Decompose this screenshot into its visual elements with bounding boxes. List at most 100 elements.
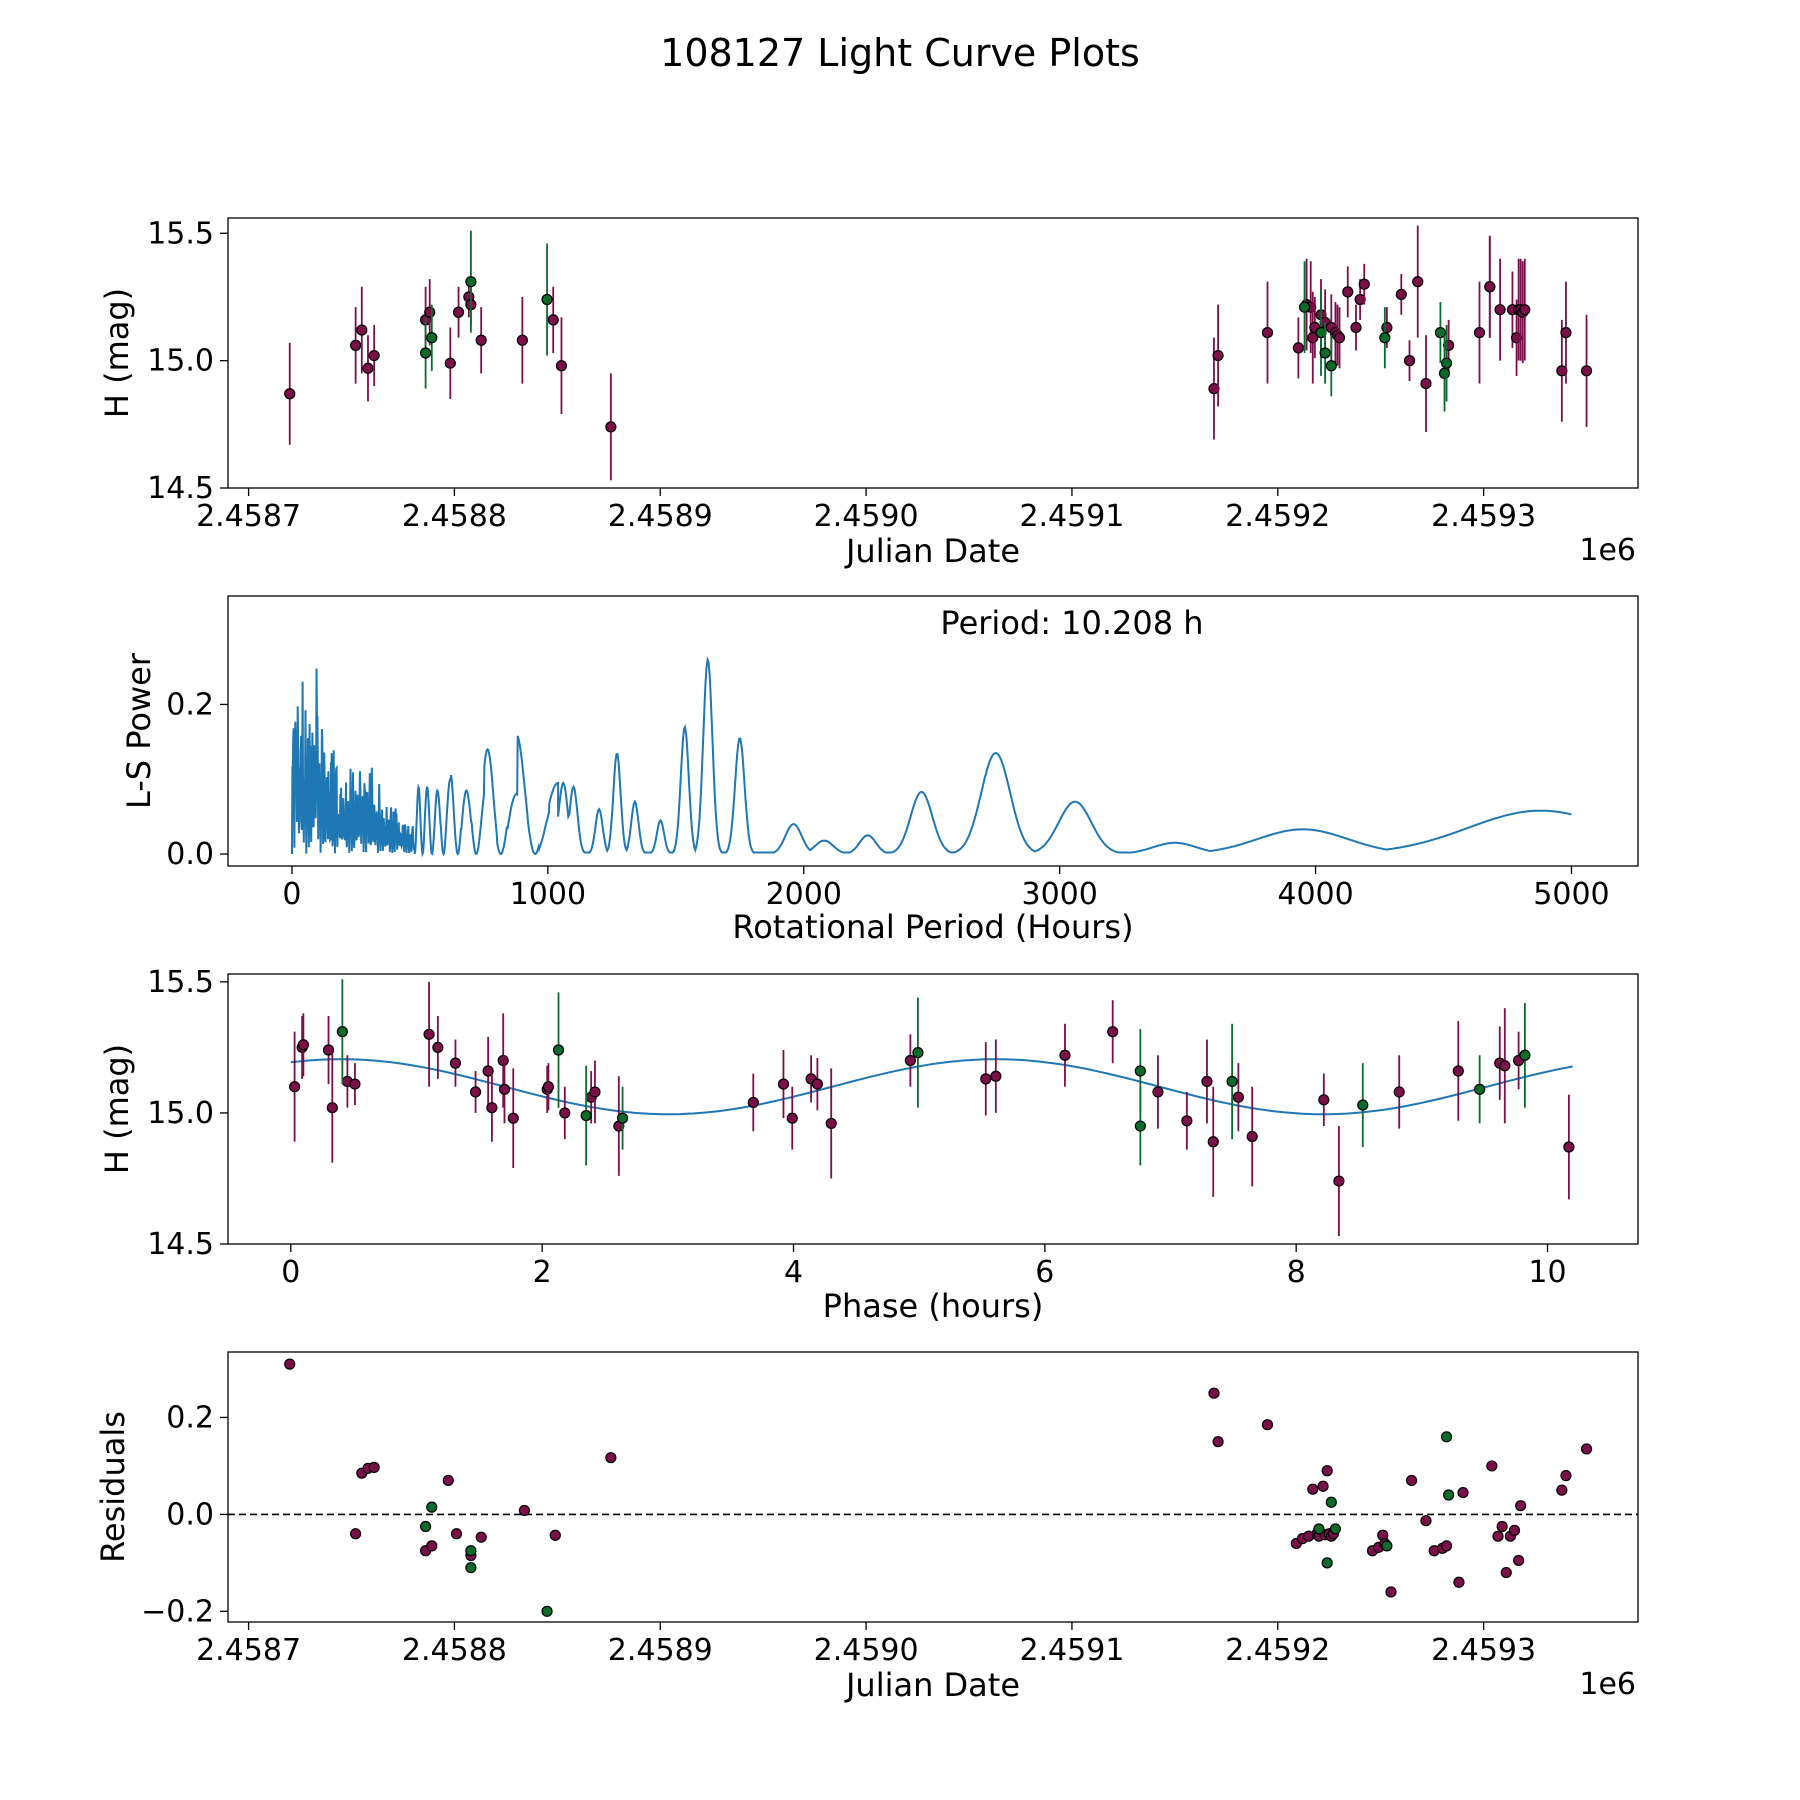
light-curve-point	[555, 360, 568, 372]
residuals-point	[1208, 1387, 1220, 1399]
residuals-point	[368, 1461, 380, 1473]
phase-point	[1519, 1049, 1531, 1061]
phase-point	[786, 1112, 798, 1124]
light-curve-point	[1484, 281, 1496, 293]
phase-point	[1107, 1026, 1119, 1038]
residuals-ytick-label: −0.2	[141, 1594, 214, 1629]
residuals-point	[450, 1528, 463, 1540]
light-curve-point	[452, 306, 465, 318]
light-curve-point	[1379, 332, 1391, 344]
periodogram-axes	[227, 595, 1639, 867]
residuals-point	[1560, 1470, 1572, 1482]
light-curve-point	[516, 334, 528, 346]
light-curve-point	[1342, 286, 1354, 298]
phase-point	[498, 1083, 511, 1095]
light-curve-offset-text: 1e6	[1579, 533, 1636, 568]
light-curve-xtick-label: 2.4589	[608, 499, 713, 534]
residuals-point	[1443, 1489, 1455, 1501]
residuals-point	[1317, 1480, 1329, 1492]
light-curve-point	[1580, 365, 1593, 377]
periodogram-xtick-label: 3000	[1021, 877, 1097, 912]
residuals-point	[1580, 1443, 1593, 1455]
phase-xtick-label: 6	[1035, 1255, 1054, 1290]
phase-point	[825, 1117, 837, 1130]
light-curve-point	[362, 362, 374, 374]
residuals-point	[1307, 1483, 1319, 1495]
residuals-point	[475, 1531, 487, 1543]
residuals-point	[541, 1605, 553, 1617]
phase-point	[449, 1057, 462, 1069]
residuals-point	[1321, 1465, 1333, 1477]
periodogram-line	[291, 656, 1572, 858]
residuals-point	[1385, 1586, 1397, 1598]
residuals-point	[465, 1545, 477, 1557]
light-curve-point	[1261, 327, 1274, 339]
light-curve-point	[1560, 327, 1572, 339]
residuals-point	[465, 1562, 477, 1574]
phase-point	[482, 1065, 494, 1077]
residuals-point	[1440, 1431, 1453, 1443]
phase-point	[326, 1102, 338, 1114]
residuals-point	[605, 1452, 617, 1464]
phase-point	[1393, 1086, 1405, 1098]
phase-point	[497, 1054, 509, 1067]
phase-point	[336, 1026, 348, 1038]
light-curve-ytick-label: 15.5	[147, 216, 214, 251]
phase-point	[432, 1041, 444, 1053]
phase-point	[1059, 1049, 1071, 1061]
periodogram-ytick-label: 0.0	[166, 837, 214, 872]
light-curve-point	[1494, 304, 1506, 316]
residuals-xtick-label: 2.4592	[1225, 1633, 1330, 1668]
residuals-point	[1457, 1486, 1469, 1499]
residuals-xtick-label: 2.4587	[196, 1633, 301, 1668]
light-curve-point	[350, 339, 362, 351]
phase-ytick-label: 15.0	[147, 1096, 214, 1131]
phase-point	[990, 1070, 1002, 1082]
phase-point	[580, 1109, 592, 1122]
light-curve-point	[1440, 357, 1453, 369]
phase-point	[322, 1044, 335, 1056]
phase-point	[1134, 1120, 1146, 1132]
residuals-point	[1420, 1515, 1432, 1527]
light-curve-point	[1403, 355, 1416, 367]
phase-point	[1357, 1099, 1369, 1111]
light-curve-point	[1333, 332, 1346, 344]
phase-point	[469, 1086, 482, 1098]
light-curve-xlabel: Julian Date	[844, 532, 1020, 570]
phase-point	[552, 1044, 565, 1056]
periodogram-ylabel: L-S Power	[120, 652, 158, 809]
light-curve-point	[1212, 349, 1224, 362]
light-curve-point	[1358, 278, 1370, 290]
phase-point	[423, 1028, 435, 1040]
phase-point	[349, 1078, 361, 1090]
residuals-point	[350, 1528, 362, 1540]
phase-point	[1474, 1083, 1486, 1095]
residuals-xtick-label: 2.4593	[1431, 1633, 1536, 1668]
residuals-point	[1381, 1540, 1393, 1552]
light-curve-point	[1292, 342, 1304, 354]
residuals-point	[1500, 1566, 1512, 1579]
periodogram-xtick-label: 4000	[1277, 877, 1353, 912]
phase-point	[1563, 1141, 1575, 1153]
light-curve-point	[1350, 321, 1362, 334]
light-curve-point	[1420, 377, 1432, 390]
period-annotation: Period: 10.208 h	[940, 604, 1203, 642]
light-curve-point	[444, 357, 456, 369]
periodogram-xtick-label: 1000	[510, 877, 586, 912]
phase-point	[1246, 1130, 1258, 1143]
light-curve-ytick-label: 15.0	[147, 344, 214, 379]
residuals-point	[1496, 1520, 1508, 1533]
light-curve-xtick-label: 2.4593	[1431, 499, 1536, 534]
light-curve-point	[1434, 327, 1446, 339]
light-curve-point	[356, 324, 368, 336]
phase-point	[747, 1096, 759, 1109]
residuals-offset-text: 1e6	[1579, 1667, 1636, 1702]
phase-xtick-label: 4	[784, 1255, 803, 1290]
residuals-point	[1556, 1484, 1568, 1496]
phase-xtick-label: 10	[1528, 1255, 1566, 1290]
phase-point	[1207, 1136, 1219, 1148]
light-curve-point	[541, 293, 553, 306]
phase-ylabel: H (mag)	[98, 1044, 136, 1174]
residuals-point	[1212, 1436, 1224, 1448]
